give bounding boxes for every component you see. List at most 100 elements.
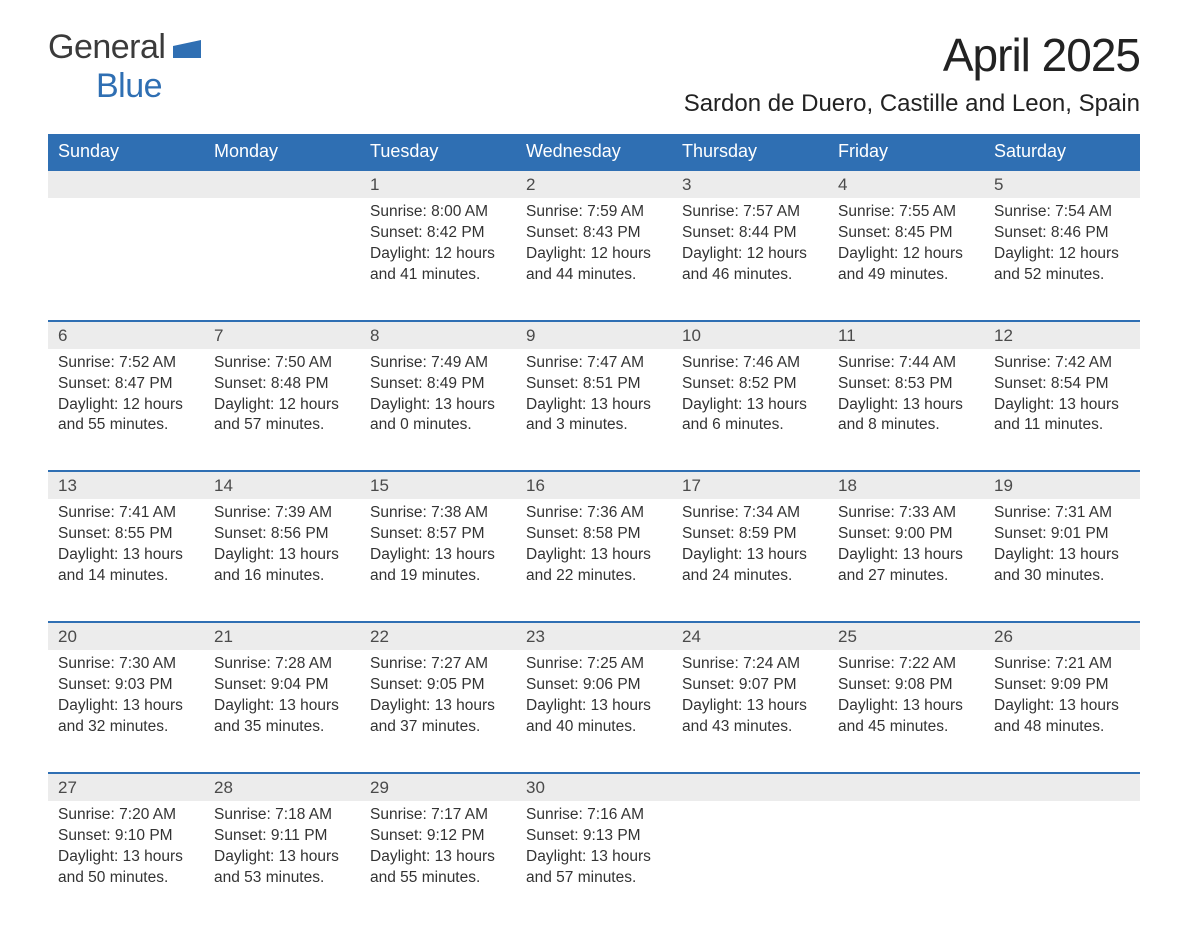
day-number-cell: 23 <box>516 622 672 650</box>
day-number-cell: 15 <box>360 471 516 499</box>
topbar: General Blue April 2025 Sardon de Duero,… <box>48 28 1140 128</box>
sunrise-text: Sunrise: 7:17 AM <box>370 805 506 826</box>
sunset-text: Sunset: 8:52 PM <box>682 374 818 395</box>
day-number-cell: 13 <box>48 471 204 499</box>
daylight-text: Daylight: 12 hours and 57 minutes. <box>214 395 350 437</box>
sunset-text: Sunset: 8:51 PM <box>526 374 662 395</box>
sunrise-text: Sunrise: 7:57 AM <box>682 202 818 223</box>
day-number-cell: 25 <box>828 622 984 650</box>
sunset-text: Sunset: 8:53 PM <box>838 374 974 395</box>
day-content-cell: Sunrise: 7:55 AMSunset: 8:45 PMDaylight:… <box>828 198 984 321</box>
day-content-cell: Sunrise: 7:30 AMSunset: 9:03 PMDaylight:… <box>48 650 204 773</box>
day-number-cell: 1 <box>360 170 516 198</box>
daylight-text: Daylight: 12 hours and 44 minutes. <box>526 244 662 286</box>
day-content-cell: Sunrise: 7:33 AMSunset: 9:00 PMDaylight:… <box>828 499 984 622</box>
weekday-header: Friday <box>828 134 984 170</box>
day-content-row: Sunrise: 7:30 AMSunset: 9:03 PMDaylight:… <box>48 650 1140 773</box>
day-content-cell: Sunrise: 7:41 AMSunset: 8:55 PMDaylight:… <box>48 499 204 622</box>
day-content-cell: Sunrise: 7:39 AMSunset: 8:56 PMDaylight:… <box>204 499 360 622</box>
day-number-cell: 10 <box>672 321 828 349</box>
daylight-text: Daylight: 13 hours and 48 minutes. <box>994 696 1130 738</box>
day-number-cell: 4 <box>828 170 984 198</box>
day-content-cell: Sunrise: 7:21 AMSunset: 9:09 PMDaylight:… <box>984 650 1140 773</box>
sunset-text: Sunset: 9:07 PM <box>682 675 818 696</box>
day-number-cell: 20 <box>48 622 204 650</box>
sunset-text: Sunset: 9:03 PM <box>58 675 194 696</box>
weekday-header: Tuesday <box>360 134 516 170</box>
sunrise-text: Sunrise: 7:24 AM <box>682 654 818 675</box>
sunset-text: Sunset: 9:01 PM <box>994 524 1130 545</box>
daynum-row: 27282930 <box>48 773 1140 801</box>
weekday-header: Saturday <box>984 134 1140 170</box>
daylight-text: Daylight: 13 hours and 11 minutes. <box>994 395 1130 437</box>
daylight-text: Daylight: 13 hours and 22 minutes. <box>526 545 662 587</box>
sunset-text: Sunset: 8:49 PM <box>370 374 506 395</box>
day-number-cell: 29 <box>360 773 516 801</box>
sunset-text: Sunset: 8:44 PM <box>682 223 818 244</box>
day-number-cell: 2 <box>516 170 672 198</box>
day-number-cell: 18 <box>828 471 984 499</box>
day-content-cell: Sunrise: 7:16 AMSunset: 9:13 PMDaylight:… <box>516 801 672 899</box>
day-number-cell: 9 <box>516 321 672 349</box>
sunset-text: Sunset: 8:59 PM <box>682 524 818 545</box>
day-content-cell: Sunrise: 7:18 AMSunset: 9:11 PMDaylight:… <box>204 801 360 899</box>
day-number-cell <box>204 170 360 198</box>
daynum-row: 20212223242526 <box>48 622 1140 650</box>
day-content-cell: Sunrise: 7:34 AMSunset: 8:59 PMDaylight:… <box>672 499 828 622</box>
day-number-cell <box>828 773 984 801</box>
sunset-text: Sunset: 8:42 PM <box>370 223 506 244</box>
day-content-cell <box>984 801 1140 899</box>
sunrise-text: Sunrise: 7:21 AM <box>994 654 1130 675</box>
day-content-cell: Sunrise: 7:28 AMSunset: 9:04 PMDaylight:… <box>204 650 360 773</box>
daylight-text: Daylight: 13 hours and 35 minutes. <box>214 696 350 738</box>
daylight-text: Daylight: 13 hours and 6 minutes. <box>682 395 818 437</box>
daylight-text: Daylight: 13 hours and 37 minutes. <box>370 696 506 738</box>
daylight-text: Daylight: 13 hours and 53 minutes. <box>214 847 350 889</box>
sunset-text: Sunset: 9:05 PM <box>370 675 506 696</box>
sunset-text: Sunset: 8:47 PM <box>58 374 194 395</box>
day-content-cell <box>672 801 828 899</box>
day-content-cell: Sunrise: 7:52 AMSunset: 8:47 PMDaylight:… <box>48 349 204 472</box>
weekday-header: Monday <box>204 134 360 170</box>
sunset-text: Sunset: 8:45 PM <box>838 223 974 244</box>
sunset-text: Sunset: 9:12 PM <box>370 826 506 847</box>
daylight-text: Daylight: 12 hours and 41 minutes. <box>370 244 506 286</box>
weekday-header: Wednesday <box>516 134 672 170</box>
day-number-cell: 21 <box>204 622 360 650</box>
sunrise-text: Sunrise: 7:52 AM <box>58 353 194 374</box>
sunset-text: Sunset: 9:09 PM <box>994 675 1130 696</box>
day-number-cell <box>48 170 204 198</box>
sunset-text: Sunset: 8:55 PM <box>58 524 194 545</box>
sunrise-text: Sunrise: 7:18 AM <box>214 805 350 826</box>
location-subtitle: Sardon de Duero, Castille and Leon, Spai… <box>684 90 1140 118</box>
day-content-cell: Sunrise: 7:24 AMSunset: 9:07 PMDaylight:… <box>672 650 828 773</box>
sunset-text: Sunset: 8:58 PM <box>526 524 662 545</box>
calendar-body: 12345Sunrise: 8:00 AMSunset: 8:42 PMDayl… <box>48 170 1140 898</box>
daylight-text: Daylight: 12 hours and 49 minutes. <box>838 244 974 286</box>
day-number-cell: 14 <box>204 471 360 499</box>
day-content-cell: Sunrise: 7:38 AMSunset: 8:57 PMDaylight:… <box>360 499 516 622</box>
day-content-cell: Sunrise: 7:50 AMSunset: 8:48 PMDaylight:… <box>204 349 360 472</box>
daylight-text: Daylight: 12 hours and 55 minutes. <box>58 395 194 437</box>
daylight-text: Daylight: 13 hours and 30 minutes. <box>994 545 1130 587</box>
sunrise-text: Sunrise: 8:00 AM <box>370 202 506 223</box>
sunset-text: Sunset: 8:56 PM <box>214 524 350 545</box>
day-content-row: Sunrise: 7:41 AMSunset: 8:55 PMDaylight:… <box>48 499 1140 622</box>
day-number-cell: 22 <box>360 622 516 650</box>
day-content-cell <box>204 198 360 321</box>
day-content-cell: Sunrise: 7:22 AMSunset: 9:08 PMDaylight:… <box>828 650 984 773</box>
sunset-text: Sunset: 9:00 PM <box>838 524 974 545</box>
sunrise-text: Sunrise: 7:34 AM <box>682 503 818 524</box>
month-title: April 2025 <box>684 28 1140 82</box>
sunrise-text: Sunrise: 7:49 AM <box>370 353 506 374</box>
day-content-cell: Sunrise: 7:20 AMSunset: 9:10 PMDaylight:… <box>48 801 204 899</box>
day-content-cell: Sunrise: 7:27 AMSunset: 9:05 PMDaylight:… <box>360 650 516 773</box>
day-number-cell: 16 <box>516 471 672 499</box>
sunrise-text: Sunrise: 7:59 AM <box>526 202 662 223</box>
sunrise-text: Sunrise: 7:42 AM <box>994 353 1130 374</box>
sunset-text: Sunset: 8:46 PM <box>994 223 1130 244</box>
day-number-cell: 6 <box>48 321 204 349</box>
sunset-text: Sunset: 8:48 PM <box>214 374 350 395</box>
sunrise-text: Sunrise: 7:55 AM <box>838 202 974 223</box>
daylight-text: Daylight: 13 hours and 40 minutes. <box>526 696 662 738</box>
